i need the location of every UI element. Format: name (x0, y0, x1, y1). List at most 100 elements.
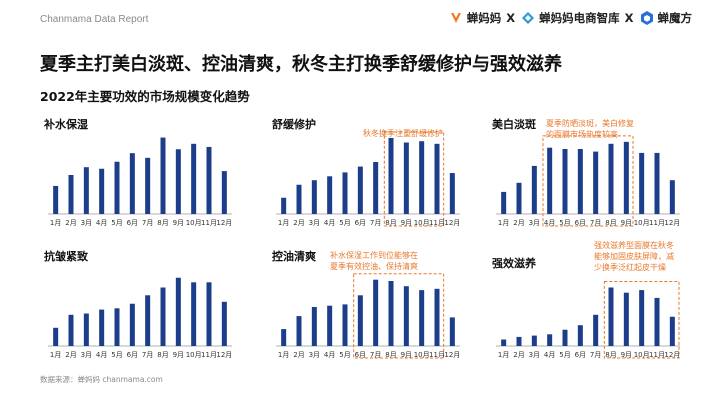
tick-label: 8月 (157, 219, 168, 227)
bar-5月 (562, 329, 568, 346)
tick-label: 7月 (590, 351, 601, 359)
bar-3月 (311, 307, 317, 346)
chart-title: 舒缓修护 (272, 118, 316, 131)
bar-8月 (160, 287, 166, 346)
bar-1月 (501, 191, 507, 214)
bar-12月 (669, 316, 675, 346)
tick-label: 7月 (142, 219, 153, 227)
bar-7月 (373, 162, 379, 214)
bar-chart-hydration: 1月 2月 3月 4月 5月 6月 7月 8月 9月 10月 11月 12月 (48, 137, 232, 227)
callout-line: 能够加固皮肤屏障，减 (594, 252, 674, 261)
tick-label: 2月 (513, 219, 524, 227)
bar-4月 (547, 147, 553, 214)
zhiku-logo-icon (522, 12, 535, 24)
bar-1月 (501, 339, 507, 346)
bar-9月 (403, 286, 409, 346)
tick-label: 8月 (385, 219, 396, 227)
chart-panel-whitening: 美白淡斑 1月 2月 3月 4月 5月 6月 7月 8月 9月 10月 11月 12月 夏季防晒淡斑，… (488, 116, 688, 240)
bar-6月 (357, 295, 363, 346)
bar-10月 (191, 143, 197, 214)
bar-2月 (516, 182, 522, 214)
tick-label: 11月 (649, 351, 665, 359)
highlight-box (542, 135, 634, 227)
tick-label: 2月 (293, 219, 304, 227)
bar-9月 (623, 141, 629, 214)
data-source: 数据来源：蝉妈妈 chanmama.com (40, 375, 163, 384)
tick-label: 6月 (575, 219, 586, 227)
tick-label: 12月 (444, 219, 460, 227)
bar-10月 (191, 282, 197, 346)
tick-label: 11月 (429, 219, 445, 227)
tick-label: 5月 (111, 351, 122, 359)
chart-panel-soothing: 舒缓修护 1月 2月 3月 4月 5月 6月 7月 8月 9月 10月 11月 12月 秋冬换季注重舒… (268, 116, 468, 240)
mofang-logo-icon (640, 11, 653, 25)
bar-5月 (114, 161, 120, 214)
tick-label: 10月 (414, 219, 430, 227)
tick-label: 9月 (401, 219, 412, 227)
bar-4月 (327, 305, 333, 346)
bar-7月 (593, 151, 599, 214)
bar-12月 (449, 173, 455, 214)
callout-line: 强效滋养型面膜在秋冬 (594, 241, 674, 250)
tick-label: 12月 (216, 219, 232, 227)
tick-label: 4月 (544, 351, 555, 359)
tick-label: 6月 (127, 351, 138, 359)
bar-6月 (577, 325, 583, 346)
highlight-box (353, 273, 445, 359)
tick-label: 8月 (605, 351, 616, 359)
tick-label: 11月 (649, 219, 665, 227)
bar-12月 (221, 301, 227, 346)
tick-label: 4月 (544, 219, 555, 227)
tick-label: 6月 (575, 351, 586, 359)
callout-text: 强效滋养型面膜在秋冬 能够加固皮肤屏障，减 少换季泛红起皮干燥 (594, 240, 674, 273)
bar-2月 (68, 175, 74, 214)
tick-label: 2月 (293, 351, 304, 359)
tick-label: 7月 (142, 351, 153, 359)
brand-zhiku-label: 蝉妈妈电商智库 (539, 11, 620, 25)
chart-panel-hydration: 补水保湿 1月 2月 3月 4月 5月 6月 7月 8月 9月 10月 11月 12月 (40, 116, 240, 240)
bar-1月 (281, 197, 287, 214)
tick-label: 9月 (173, 351, 184, 359)
bar-11月 (654, 297, 660, 346)
chart-title: 抗皱紧致 (44, 250, 88, 263)
chart-title: 补水保湿 (44, 118, 88, 131)
bar-4月 (547, 334, 553, 346)
brand-chanmama-label: 蝉妈妈 (466, 11, 502, 25)
tick-label: 7月 (590, 219, 601, 227)
bar-8月 (388, 281, 394, 346)
callout-line: 的面膜市场热度较高 (546, 130, 618, 139)
brand-mofang: 蝉魔方 (639, 10, 692, 26)
bar-chart-nourishing: 1月 2月 3月 4月 5月 6月 7月 8月 9月 10月 11月 12月 (496, 281, 680, 359)
tick-label: 4月 (96, 219, 107, 227)
tick-label: 1月 (498, 219, 509, 227)
tick-label: 5月 (339, 351, 350, 359)
tick-label: 6月 (355, 219, 366, 227)
chart-title: 强效滋养 (492, 257, 536, 270)
bar-11月 (434, 288, 440, 346)
tick-label: 8月 (157, 351, 168, 359)
brand-separator: X (624, 11, 634, 25)
tick-label: 10月 (186, 351, 202, 359)
tick-label: 3月 (81, 219, 92, 227)
bar-1月 (281, 329, 287, 346)
bar-3月 (83, 167, 89, 214)
bar-10月 (639, 152, 645, 214)
brand-chanmama: 蝉妈妈 (448, 10, 502, 26)
bar-10月 (419, 290, 425, 346)
tick-label: 7月 (370, 219, 381, 227)
chart-panel-nourishing: 强效滋养 1月 2月 3月 4月 5月 6月 7月 8月 9月 10月 11月 12月 强效滋养型面膜… (488, 241, 688, 372)
callout-text: 夏季防晒淡斑，美白修复 的面膜市场热度较高 (546, 118, 634, 140)
bar-11月 (434, 143, 440, 214)
tick-label: 10月 (634, 351, 650, 359)
tick-label: 4月 (324, 219, 335, 227)
bar-10月 (639, 290, 645, 346)
bar-7月 (373, 279, 379, 346)
chart-panel-antiwrinkle: 抗皱紧致 1月 2月 3月 4月 5月 6月 7月 8月 9月 10月 11月 12月 (40, 248, 240, 372)
tick-label: 2月 (65, 351, 76, 359)
bar-11月 (206, 146, 212, 214)
tick-label: 1月 (278, 351, 289, 359)
tick-label: 5月 (559, 351, 570, 359)
tick-label: 7月 (370, 351, 381, 359)
tick-label: 12月 (444, 351, 460, 359)
tick-label: 3月 (529, 219, 540, 227)
